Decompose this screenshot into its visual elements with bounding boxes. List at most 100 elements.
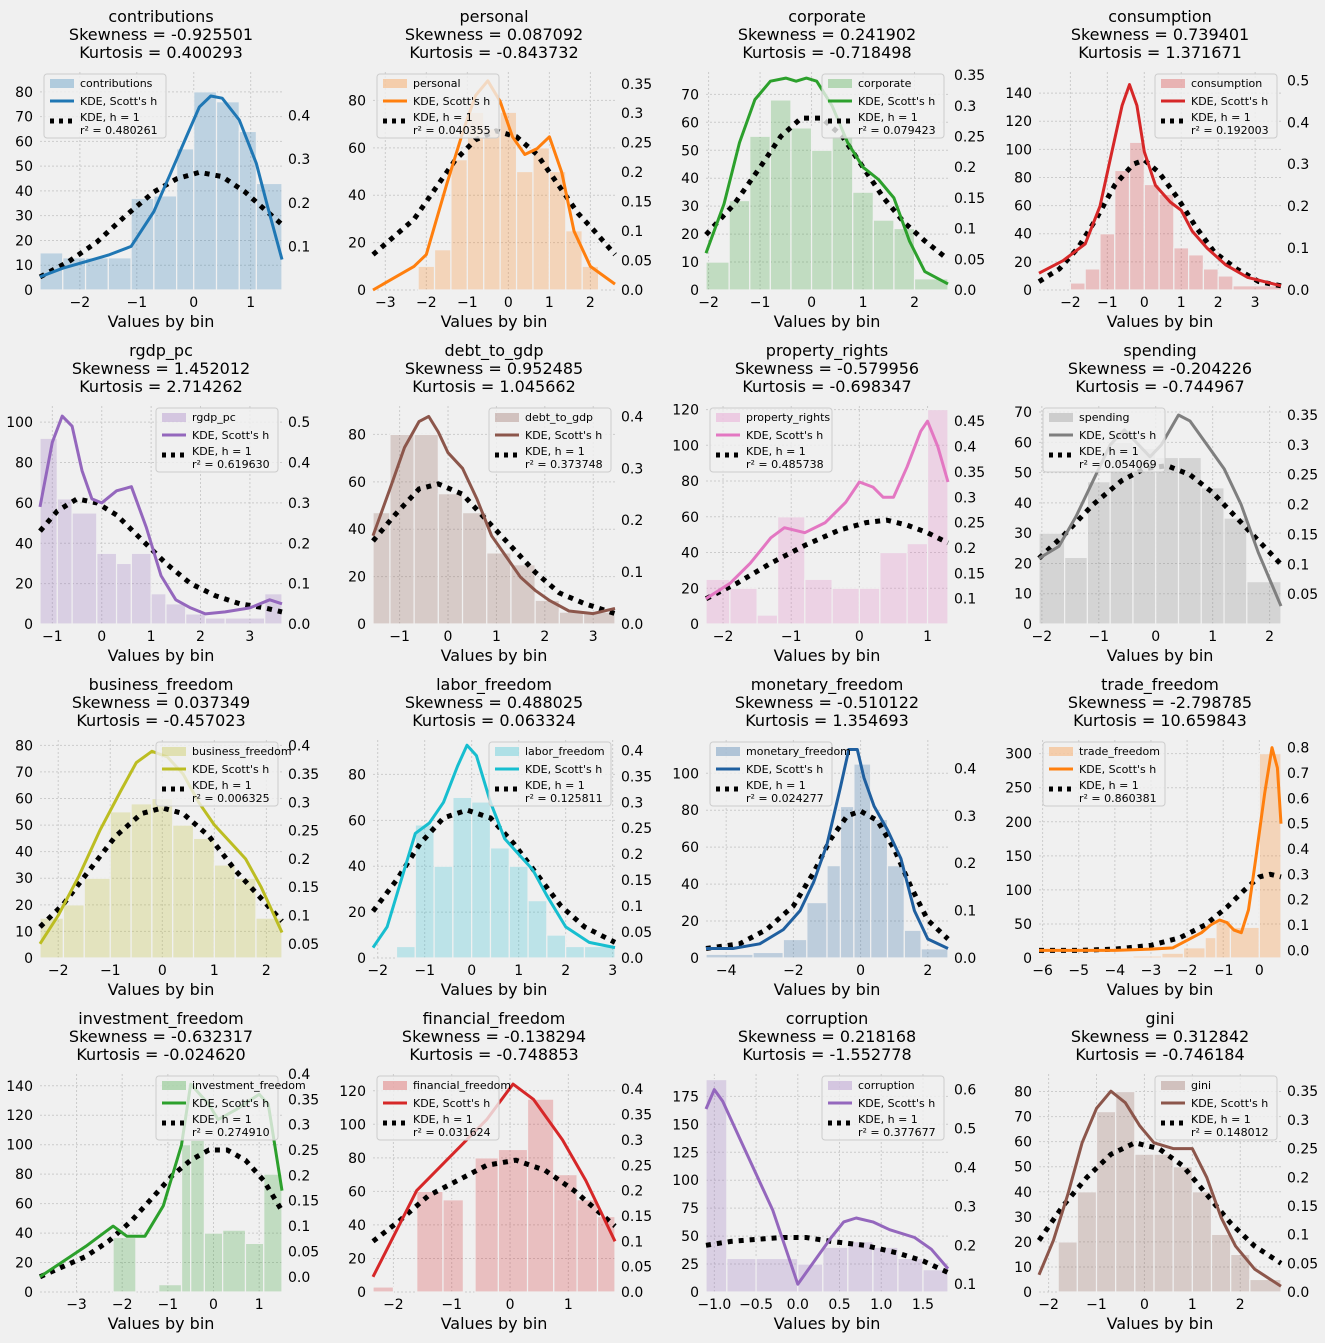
y-tick-label: 20	[1014, 556, 1032, 572]
x-tick-label: −1	[750, 295, 771, 311]
histogram-bar	[913, 278, 949, 291]
y-tick-label: 40	[348, 188, 366, 204]
skewness-label: Skewness = -0.579956	[735, 359, 919, 378]
kurtosis-label: Kurtosis = -0.698347	[742, 377, 911, 396]
kde-scott-line	[371, 1082, 617, 1278]
y-tick-label: 40	[681, 877, 699, 893]
y2-tick-label: 0.5	[288, 415, 310, 431]
legend-r2-label: r² = 0.006325	[192, 792, 270, 805]
kde-h1-line	[371, 481, 616, 616]
y2-tick-label: 0.2	[621, 847, 643, 863]
legend-scott-label: KDE, Scott's h	[1079, 763, 1156, 776]
y2-tick-label: 0.4	[288, 109, 310, 125]
histogram-bar	[130, 803, 153, 959]
y2-tick-label: 0.4	[954, 440, 976, 456]
histogram-bar	[255, 182, 283, 291]
y-tick-label: 40	[1014, 1185, 1032, 1201]
x-tick-label: −1	[414, 963, 435, 979]
y-tick-label: 50	[15, 818, 33, 834]
y-tick-label: 40	[681, 546, 699, 562]
legend-scott-label: KDE, Scott's h	[746, 763, 823, 776]
y2-tick-label: 0.1	[954, 592, 976, 608]
y2-tick-label: 0.1	[288, 239, 310, 255]
y2-tick-label: 0.3	[288, 152, 310, 168]
x-tick-label: −1	[441, 1297, 462, 1313]
histogram-bar	[510, 564, 536, 625]
x-tick-label: 0	[856, 963, 865, 979]
y2-tick-label: 0.05	[1287, 587, 1318, 603]
x-tick-label: −1	[42, 629, 63, 645]
y-tick-label: 60	[1014, 435, 1032, 451]
x-tick-label: −2	[713, 629, 734, 645]
y-tick-label: 60	[681, 115, 699, 131]
y2-tick-label: 0.4	[1287, 115, 1309, 131]
y-tick-label: 80	[348, 767, 366, 783]
y2-tick-label: 0.2	[288, 536, 310, 552]
y2-tick-label: 0.35	[288, 767, 319, 783]
histogram-bar	[389, 433, 415, 625]
y2-tick-label: 0.1	[621, 1234, 643, 1250]
x-tick-label: −3	[1141, 963, 1162, 979]
y-tick-label: 150	[672, 1117, 699, 1133]
y-tick-label: 60	[681, 840, 699, 856]
histogram-bar	[806, 901, 828, 959]
histogram-bar	[1064, 556, 1089, 625]
skewness-label: Skewness = 1.452012	[72, 359, 250, 378]
legend-box	[155, 741, 279, 807]
legend-hist-swatch	[162, 413, 186, 422]
y2-tick-label: 0.35	[621, 77, 652, 93]
histogram-bar	[870, 818, 889, 959]
y2-tick-label: 0.8	[1287, 741, 1309, 757]
x-tick-label: 1	[859, 295, 868, 311]
histogram-bar	[852, 191, 874, 291]
y-tick-label: 40	[681, 171, 699, 187]
histogram-bar	[1095, 1110, 1117, 1293]
histogram-bar	[1210, 1233, 1232, 1293]
x-axis-label: Values by bin	[108, 980, 215, 999]
histogram-bar	[782, 938, 808, 959]
legend-hist-label: investment_freedom	[192, 1079, 306, 1092]
x-tick-label: −0.5	[739, 1297, 773, 1313]
y2-tick-label: 0.25	[621, 1158, 652, 1174]
y-tick-label: 120	[1005, 114, 1032, 130]
legend: investment_freedom KDE, Scott's h KDE, h =…	[155, 1075, 306, 1141]
y-tick-label: 120	[339, 1084, 366, 1100]
legend-box	[709, 741, 833, 807]
legend-r2-label: r² = 0.192003	[1191, 124, 1269, 137]
y-tick-label: 140	[1005, 86, 1032, 102]
x-tick-label: 1	[1177, 295, 1186, 311]
y2-tick-label: 0.35	[1287, 408, 1318, 424]
histogram-bar	[790, 127, 813, 291]
histogram-bar	[705, 261, 730, 291]
x-tick-label: −1	[1088, 629, 1109, 645]
subplot-title: contributions	[108, 7, 213, 26]
kde-scott-line	[372, 79, 616, 292]
kde-scott-line	[38, 414, 283, 616]
kde-h1-line	[1037, 157, 1282, 289]
y-tick-label: 0	[1023, 1285, 1032, 1301]
skewness-label: Skewness = -0.138294	[402, 1027, 586, 1046]
y2-tick-label: 0.7	[1287, 766, 1309, 782]
y2-tick-label: 0.2	[1287, 498, 1309, 514]
y2-tick-label: 0.2	[954, 160, 976, 176]
x-axis-label: Values by bin	[1107, 980, 1214, 999]
y2-tick-label: 0.3	[954, 809, 976, 825]
histogram-bar	[886, 865, 905, 959]
x-tick-label: −5	[1068, 963, 1089, 979]
y-tick-label: 100	[1005, 883, 1032, 899]
y2-tick-label: 0.4	[954, 761, 976, 777]
histogram-bar	[1161, 952, 1185, 959]
y2-tick-label: 0.25	[288, 1143, 319, 1159]
histogram-bar	[872, 1246, 899, 1293]
y2-tick-label: 0.3	[954, 1199, 976, 1215]
kurtosis-label: Kurtosis = -0.718498	[742, 43, 911, 62]
y-tick-label: 60	[681, 510, 699, 526]
y2-tick-label: 0.25	[1287, 468, 1318, 484]
y2-tick-label: 0.6	[954, 1083, 976, 1099]
kurtosis-label: Kurtosis = -0.744967	[1075, 377, 1244, 396]
histogram-bar	[1155, 456, 1180, 625]
skewness-label: Skewness = 0.037349	[72, 693, 250, 712]
y2-tick-label: 0.4	[954, 1160, 976, 1176]
y-tick-label: 60	[348, 1184, 366, 1200]
legend-r2-label: r² = 0.079423	[858, 124, 936, 137]
